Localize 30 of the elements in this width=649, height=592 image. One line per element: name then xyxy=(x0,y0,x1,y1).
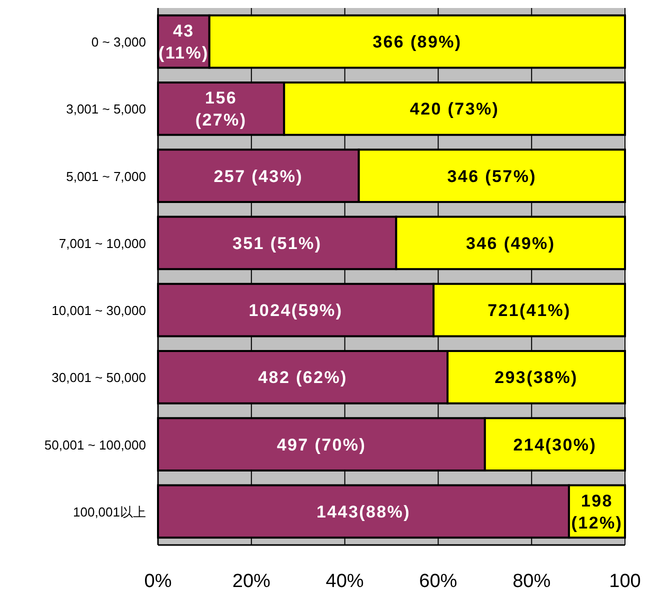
data-label: 1024(59%) xyxy=(248,301,343,320)
x-tick-label: 100 xyxy=(609,571,641,592)
data-label: 214(30%) xyxy=(513,435,597,454)
y-tick-label: 100,001以上 xyxy=(73,504,146,520)
data-label: 293(38%) xyxy=(494,368,578,388)
data-label: 721(41%) xyxy=(488,301,571,320)
data-label: 198 (12%) xyxy=(571,491,623,532)
data-label: 351 (51%) xyxy=(232,234,322,253)
y-tick-label: 30,001 ~ 50,000 xyxy=(52,370,146,386)
data-label: 420 (73%) xyxy=(410,100,500,119)
data-label: 346 (57%) xyxy=(447,166,537,186)
x-tick-label: 0% xyxy=(144,571,172,592)
y-tick-label: 10,001 ~ 30,000 xyxy=(52,303,146,318)
y-tick-label: 7,001 ~ 10,000 xyxy=(58,236,146,251)
y-tick-label: 3,001 ~ 5,000 xyxy=(66,102,146,117)
y-tick-label: 50,001 ~ 100,000 xyxy=(44,437,146,452)
x-tick-label: 60% xyxy=(419,571,458,592)
data-label: 366 (89%) xyxy=(372,32,462,52)
data-label: 346 (49%) xyxy=(466,234,556,253)
y-tick-label: 0 ~ 3,000 xyxy=(91,34,146,50)
x-tick-label: 40% xyxy=(326,571,364,592)
data-label: 156 (27%) xyxy=(195,88,247,130)
data-label: 257 (43%) xyxy=(214,166,304,186)
data-label: 1443(88%) xyxy=(316,502,410,522)
y-tick-label: 5,001 ~ 7,000 xyxy=(66,168,146,184)
x-tick-label: 20% xyxy=(232,571,271,592)
x-tick-label: 80% xyxy=(512,571,551,592)
data-label: 482 (62%) xyxy=(258,368,348,388)
data-label: 43 (11%) xyxy=(158,22,209,63)
data-label: 497 (70%) xyxy=(276,435,366,454)
